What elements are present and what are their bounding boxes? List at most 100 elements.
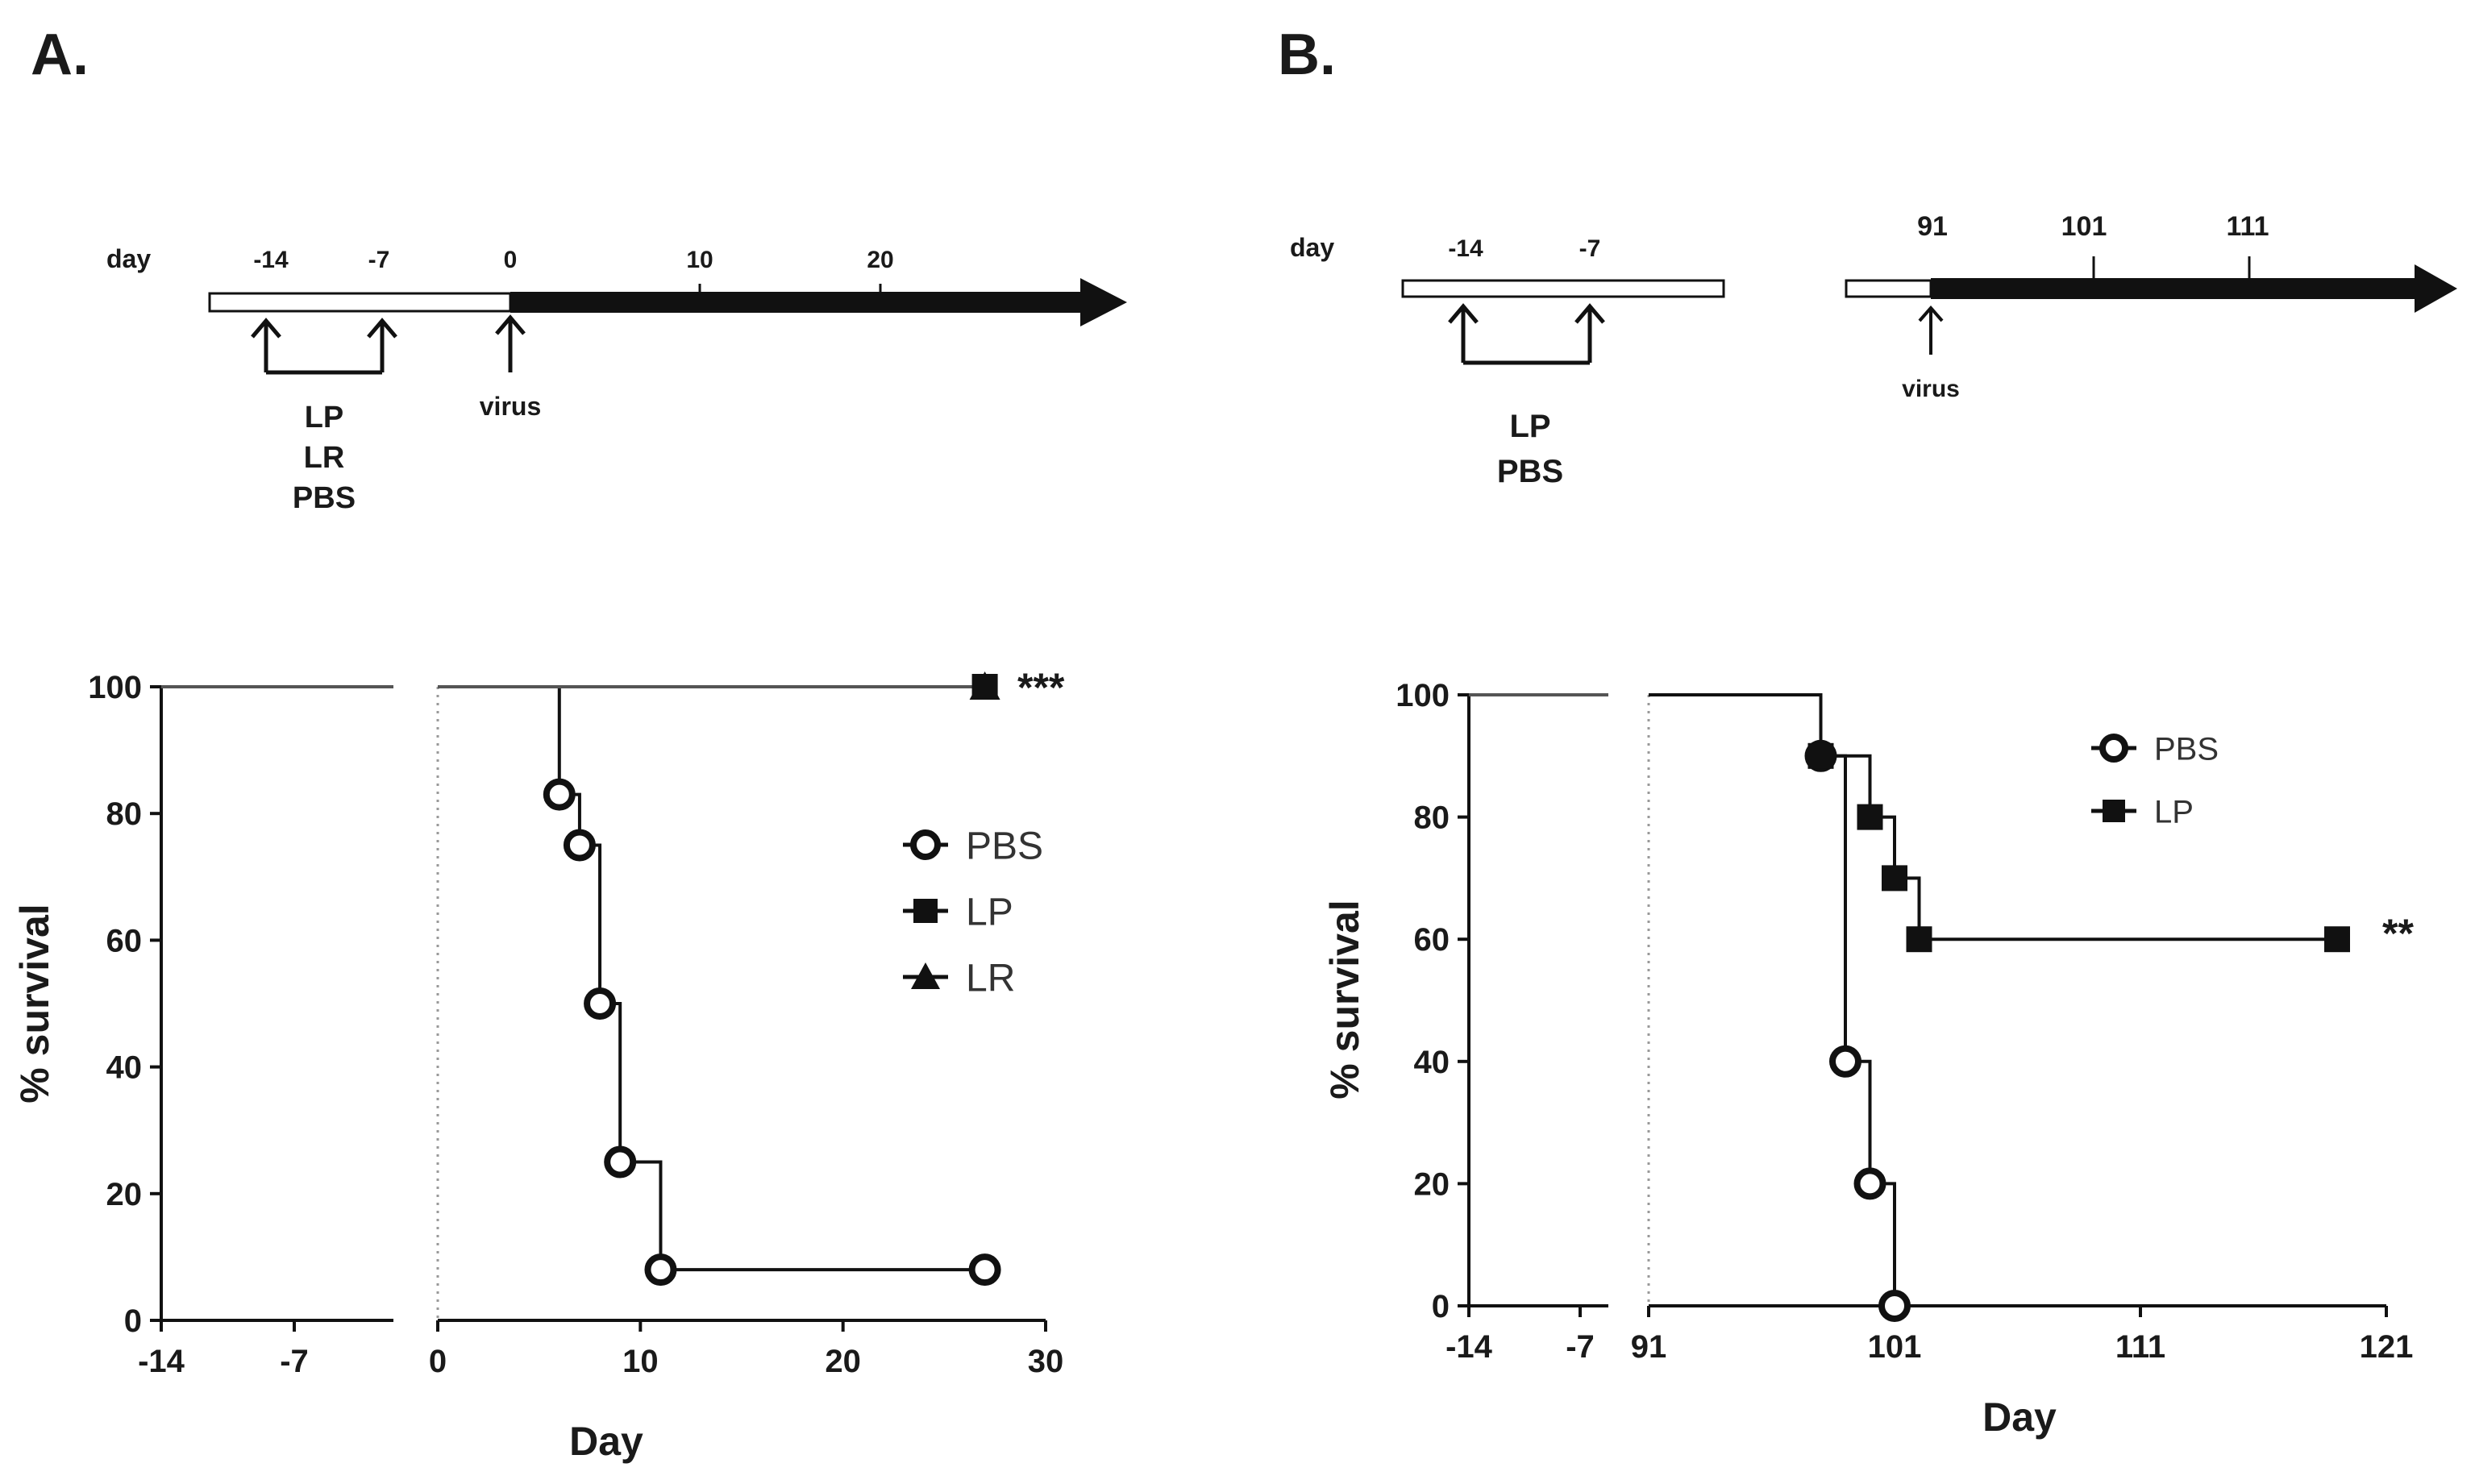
timeline-b-treatment: PBS xyxy=(1497,454,1563,489)
timeline-b-virus-label: virus xyxy=(1902,376,1960,402)
data-point-lp xyxy=(2324,926,2350,953)
y-tick-label: 40 xyxy=(106,1050,143,1086)
data-point-lp xyxy=(1807,742,1834,769)
data-point-lp xyxy=(1906,926,1932,953)
timeline-a: day -14 -7 0 10 20 LP LR PBS virus xyxy=(106,244,1127,515)
timeline-a-tick-label: 0 xyxy=(504,247,518,273)
x-tick-label: 91 xyxy=(1631,1329,1667,1365)
x-tick-label: 0 xyxy=(429,1344,447,1379)
chart-a-frame xyxy=(160,685,1046,1322)
timeline-b-up-arrow xyxy=(1574,303,1605,363)
timeline-a-treatment: PBS xyxy=(293,481,356,515)
chart-b-xlabel: Day xyxy=(1982,1395,2057,1440)
survival-chart-a: % survival Day *** 0 20 40 60 80 100 -14 -7 0 10… xyxy=(12,665,1065,1464)
timeline-b-tick-label: -14 xyxy=(1448,235,1483,262)
timeline-a-virus-label: virus xyxy=(480,392,541,421)
panel-a-label: A. xyxy=(31,23,89,87)
x-tick-label: -7 xyxy=(1566,1329,1595,1365)
y-tick-label: 80 xyxy=(1414,800,1450,836)
timeline-b: day -14 -7 91 101 111 LP PBS virus xyxy=(1290,211,2457,489)
y-tick-label: 40 xyxy=(1414,1045,1450,1080)
timeline-b-up-arrow xyxy=(1448,303,1479,363)
timeline-a-tick-label: 10 xyxy=(686,247,713,273)
legend-marker-lp xyxy=(913,899,938,923)
legend-marker-pbs xyxy=(2099,734,2128,763)
x-tick-label: 101 xyxy=(1868,1329,1922,1365)
data-point-pbs xyxy=(563,829,596,862)
timeline-a-tick-label: 20 xyxy=(867,247,893,273)
timeline-b-gap-bar xyxy=(1845,279,1932,298)
timeline-a-tick-label: -14 xyxy=(253,247,289,273)
legend-label: PBS xyxy=(2154,731,2219,767)
survival-curve-pbs xyxy=(438,685,985,1272)
survival-curve-pbs xyxy=(1649,693,1896,1306)
legend-marker-lp xyxy=(2103,800,2125,822)
x-tick-label: -7 xyxy=(280,1344,309,1379)
legend-label: PBS xyxy=(966,825,1043,867)
timeline-a-arrow-head xyxy=(1080,278,1127,326)
data-point-pbs xyxy=(584,987,617,1020)
data-point-pbs xyxy=(1853,1167,1886,1200)
timeline-b-virus-arrow xyxy=(1918,305,1944,355)
data-point-lp xyxy=(1857,804,1883,830)
timeline-a-pre-bar xyxy=(208,292,512,313)
y-tick-label: 80 xyxy=(106,796,143,832)
data-point-pbs xyxy=(604,1145,637,1178)
timeline-b-post-bar xyxy=(1931,278,2424,299)
legend-label: LP xyxy=(966,891,1013,933)
x-tick-label: 111 xyxy=(2115,1329,2165,1365)
data-point-lr xyxy=(969,671,1000,700)
timeline-a-treatment: LP xyxy=(305,401,344,434)
survival-curve-lp xyxy=(1649,693,2337,942)
timeline-a-tick-label: -7 xyxy=(368,247,390,273)
timeline-b-day-label: day xyxy=(1290,233,1334,262)
timeline-a-post-bar xyxy=(510,292,1092,313)
chart-a-xlabel: Day xyxy=(569,1419,643,1464)
timeline-b-tick-label: 101 xyxy=(2061,211,2107,242)
y-tick-label: 100 xyxy=(1396,678,1450,713)
data-point-lp xyxy=(1882,865,1907,892)
y-tick-label: 0 xyxy=(1432,1289,1450,1324)
x-tick-label: -14 xyxy=(1445,1329,1493,1365)
chart-b-frame xyxy=(1467,693,2386,1307)
timeline-b-treatment: LP xyxy=(1509,409,1550,444)
data-point-pbs xyxy=(968,1253,1001,1287)
chart-a-legend: PBS LP LR xyxy=(903,825,1043,1000)
y-tick-label: 100 xyxy=(88,670,142,705)
chart-b-significance: ** xyxy=(2382,911,2414,956)
data-point-pbs xyxy=(644,1253,677,1287)
chart-b-legend: PBS LP xyxy=(2091,731,2219,829)
timeline-b-tick-label: 111 xyxy=(2227,211,2269,242)
y-tick-label: 60 xyxy=(1414,922,1450,958)
timeline-a-treatment: LR xyxy=(304,441,345,475)
x-tick-label: 30 xyxy=(1028,1344,1064,1379)
timeline-b-pre-bar xyxy=(1401,279,1725,298)
legend-label: LP xyxy=(2154,794,2194,829)
data-point-pbs xyxy=(1878,1290,1911,1322)
timeline-a-day-label: day xyxy=(106,244,151,273)
timeline-a-virus-arrow xyxy=(495,314,526,372)
timeline-a-up-arrow xyxy=(251,318,281,372)
chart-b-ylabel: % survival xyxy=(1322,900,1367,1099)
x-tick-label: 121 xyxy=(2360,1329,2414,1365)
legend-label: LR xyxy=(966,957,1015,1000)
panel-b-label: B. xyxy=(1278,23,1336,87)
x-tick-label: 20 xyxy=(825,1344,861,1379)
chart-a-significance: *** xyxy=(1017,665,1065,710)
y-tick-label: 20 xyxy=(1414,1166,1450,1202)
x-tick-label: 10 xyxy=(622,1344,659,1379)
y-tick-label: 0 xyxy=(124,1303,142,1339)
data-point-pbs xyxy=(543,778,576,811)
timeline-b-tick-label: -7 xyxy=(1579,235,1601,262)
timeline-a-up-arrow xyxy=(367,318,397,372)
timeline-b-tick-label: 91 xyxy=(1917,211,1948,242)
survival-chart-b: % survival Day ** 0 20 40 60 80 100 -14 -7 91 10… xyxy=(1322,678,2414,1440)
legend-marker-lr xyxy=(911,962,940,989)
x-tick-label: -14 xyxy=(138,1344,185,1379)
timeline-b-arrow-head xyxy=(2415,264,2457,313)
chart-a-ylabel: % survival xyxy=(12,904,57,1103)
legend-marker-pbs xyxy=(910,829,941,860)
data-point-pbs xyxy=(1829,1045,1861,1078)
y-tick-label: 60 xyxy=(106,923,143,958)
